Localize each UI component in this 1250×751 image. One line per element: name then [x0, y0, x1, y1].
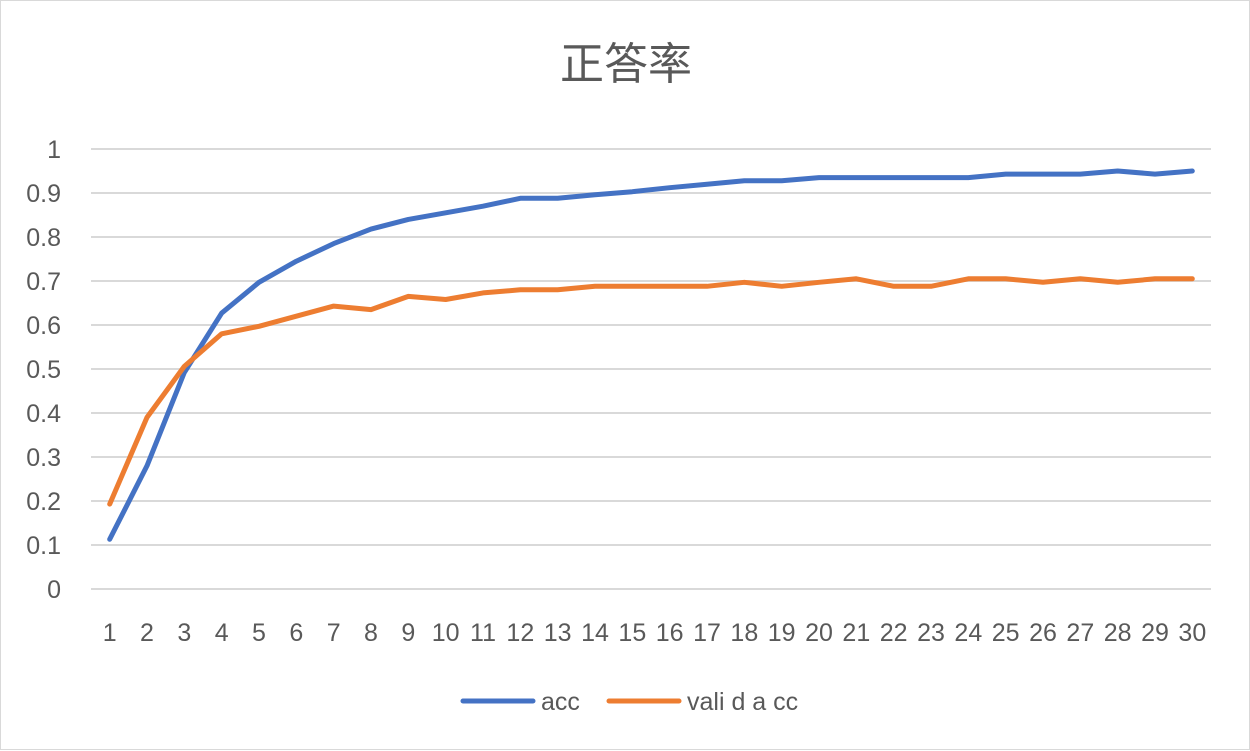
x-tick-label: 3	[177, 619, 191, 647]
x-tick-label: 11	[470, 619, 496, 647]
x-tick-label: 25	[992, 619, 1020, 647]
x-tick-label: 22	[880, 619, 908, 647]
x-tick-label: 29	[1141, 619, 1169, 647]
x-tick-label: 10	[432, 619, 460, 647]
x-tick-label: 18	[730, 619, 758, 647]
x-tick-label: 6	[289, 619, 303, 647]
x-tick-label: 7	[327, 619, 341, 647]
x-tick-label: 24	[954, 619, 982, 647]
y-tick-label: 0.7	[26, 268, 61, 296]
x-tick-label: 9	[401, 619, 415, 647]
x-tick-label: 15	[618, 619, 646, 647]
y-tick-label: 0.6	[26, 312, 61, 340]
x-tick-label: 21	[842, 619, 870, 647]
y-tick-label: 1	[47, 136, 61, 164]
x-tick-label: 4	[215, 619, 229, 647]
x-tick-label: 5	[252, 619, 266, 647]
legend-label: acc	[541, 688, 580, 716]
y-tick-label: 0.4	[26, 400, 61, 428]
x-tick-label: 16	[656, 619, 684, 647]
x-tick-label: 12	[506, 619, 534, 647]
y-tick-label: 0.1	[26, 532, 61, 560]
gridlines	[91, 148, 1211, 590]
x-tick-label: 17	[693, 619, 721, 647]
x-tick-label: 20	[805, 619, 833, 647]
series-line-acc	[107, 168, 1195, 542]
x-tick-label: 27	[1066, 619, 1094, 647]
y-axis-ticks: 0 0.1 0.2 0.3 0.4 0.5 0.6 0.7 0.8 0.9 1	[26, 136, 61, 604]
x-tick-label: 2	[140, 619, 154, 647]
x-axis-ticks: 1 2 3 4 5 6 7 8 9 10 11 12 13 14 15 16 17 18 19 20 21 22 23 24 2…	[103, 619, 1207, 647]
y-tick-label: 0.2	[26, 488, 61, 516]
x-tick-label: 1	[103, 619, 117, 647]
x-tick-label: 23	[917, 619, 945, 647]
legend: acc vali d a cc	[460, 688, 798, 716]
x-tick-label: 30	[1178, 619, 1206, 647]
chart-title: 正答率	[560, 39, 692, 90]
series-lines	[107, 168, 1195, 542]
x-tick-label: 26	[1029, 619, 1057, 647]
y-tick-label: 0.8	[26, 224, 61, 252]
x-tick-label: 8	[364, 619, 378, 647]
legend-label: vali d a cc	[687, 688, 798, 716]
y-tick-label: 0.5	[26, 356, 61, 384]
y-tick-label: 0.3	[26, 444, 61, 472]
y-tick-label: 0	[47, 576, 61, 604]
x-tick-label: 19	[768, 619, 796, 647]
series-line-vali-d-a-cc	[107, 276, 1195, 507]
x-tick-label: 13	[544, 619, 572, 647]
x-tick-label: 28	[1104, 619, 1132, 647]
x-tick-label: 14	[581, 619, 609, 647]
y-tick-label: 0.9	[26, 180, 61, 208]
